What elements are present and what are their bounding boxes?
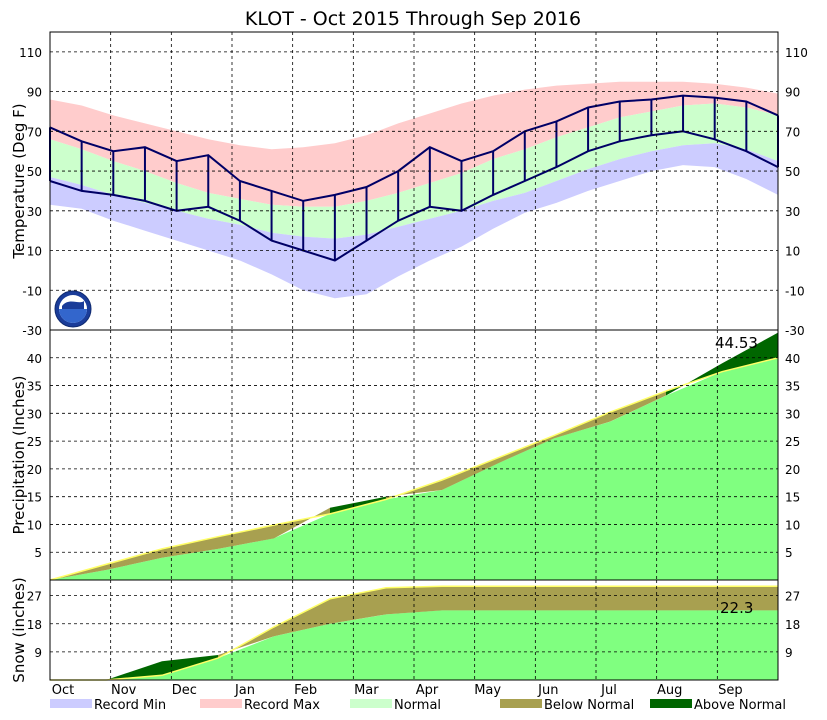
precipitation-tick-label-right: 40 [785,352,800,366]
temperature-tick-label-left: 110 [19,46,42,60]
temperature-tick-label-left: -10 [22,284,42,298]
temperature-tick-label-right: 90 [785,86,800,100]
legend-label-above-normal: Above Normal [694,698,786,713]
precipitation-tick-label-right: 25 [785,435,800,449]
snow-panel: 9 9 18 18 27 27 22.3 Snow (inches) [10,577,800,682]
precipitation-tick-label-left: 35 [27,380,42,394]
month-label: May [474,683,501,698]
temperature-tick-label-left: 50 [27,165,42,179]
snow-below-normal-area [554,586,610,611]
legend-swatch-record-max [200,699,242,708]
legend-swatch-above-normal [650,699,692,708]
precipitation-annotation: 44.53 [715,334,758,352]
snow-below-normal-area [722,586,778,611]
precip-above-normal-area [722,332,778,372]
snow-below-normal-area [442,586,498,611]
month-label: Feb [294,683,317,698]
month-label: Jul [600,683,617,698]
precipitation-tick-label-right: 20 [785,463,800,477]
month-label: Mar [354,683,379,698]
precipitation-tick-label-left: 15 [27,491,42,505]
temperature-tick-label-right: 70 [785,125,800,139]
snow-tick-label-left: 27 [27,590,42,604]
legend-swatch-normal [350,699,392,708]
temperature-tick-label-right: -10 [785,284,805,298]
precip-below-normal-area [610,391,666,422]
precipitation-tick-label-left: 40 [27,352,42,366]
snow-above-normal-area [106,661,162,680]
snow-below-normal-area [610,586,666,611]
snow-frame [49,579,779,681]
precipitation-tick-label-right: 35 [785,380,800,394]
legend: Record Min Record Max Normal Below Norma… [50,698,786,713]
temperature-tick-label-left: 90 [27,86,42,100]
snow-tick-label-left: 9 [34,646,42,660]
snow-tick-label-left: 18 [27,618,42,632]
temperature-ylabel: Temperature (Deg F) [10,103,28,259]
snow-normal-area [50,610,778,680]
temperature-tick-label-left: 10 [27,245,42,259]
precipitation-tick-label-left: 25 [27,435,42,449]
temperature-tick-label-right: 50 [785,165,800,179]
temperature-tick-label-right: -30 [785,324,805,338]
precip-above-normal-area [666,363,722,396]
legend-swatch-record-min [50,699,92,708]
legend-label-normal: Normal [394,698,441,713]
temperature-tick-label-left: 30 [27,205,42,219]
legend-label-below-normal: Below Normal [544,698,634,713]
temperature-tick-label-right: 30 [785,205,800,219]
precipitation-tick-label-right: 5 [785,546,793,560]
temperature-tick-label-right: 10 [785,245,800,259]
precipitation-tick-label-left: 30 [27,407,42,421]
snow-below-normal-area [498,586,554,611]
precipitation-tick-label-right: 10 [785,518,800,532]
snow-tick-label-right: 18 [785,618,800,632]
precip-below-normal-area [274,507,330,539]
month-label: Dec [172,683,197,698]
noaa-logo [54,290,92,328]
month-label: Oct [52,683,74,698]
legend-label-record-max: Record Max [244,698,320,713]
precipitation-tick-label-left: 10 [27,518,42,532]
temperature-tick-label-right: 110 [785,46,808,60]
snow-tick-label-right: 27 [785,590,800,604]
legend-swatch-below-normal [500,699,542,708]
month-label: Aug [657,683,682,698]
normal-temp-band [50,103,778,239]
month-label: Nov [111,683,137,698]
month-label: Sep [718,683,743,698]
precipitation-tick-label-right: 30 [785,407,800,421]
month-label: Apr [416,683,439,698]
precipitation-panel: 5 5 10 10 15 15 20 20 25 25 30 30 35 35 40 40 44.53 Pre… [10,329,800,581]
month-label: Jan [234,683,255,698]
snow-below-normal-area [274,598,330,637]
snow-below-normal-area [666,586,722,611]
precipitation-ylabel: Precipitation (Inches) [10,376,28,535]
precip-below-normal-area [106,548,162,570]
snow-ylabel: Snow (inches) [10,577,28,682]
temperature-tick-label-left: 70 [27,125,42,139]
precipitation-tick-label-right: 15 [785,491,800,505]
precip-below-normal-area [442,457,498,490]
precip-below-normal-area [498,435,554,464]
month-label: Jun [537,683,558,698]
precipitation-tick-label-left: 5 [34,546,42,560]
temperature-panel: 110 110 90 90 70 70 50 50 30 30 10 10 -10 -10 -30 -30 T… [10,31,808,338]
precipitation-tick-label-left: 20 [27,463,42,477]
legend-label-record-min: Record Min [94,698,166,713]
snow-annotation: 22.3 [720,599,753,617]
snow-tick-label-right: 9 [785,646,793,660]
chart-title: KLOT - Oct 2015 Through Sep 2016 [245,8,581,30]
temperature-tick-label-left: -30 [22,324,42,338]
